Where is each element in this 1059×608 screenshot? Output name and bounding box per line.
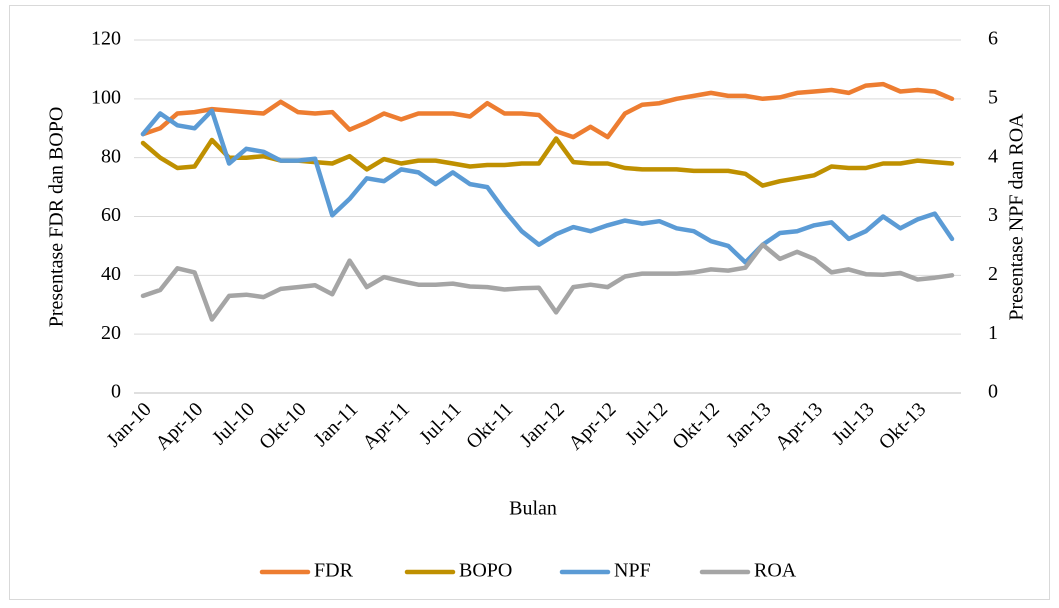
y2-tick-label: 6	[988, 28, 998, 50]
y-tick-label: 80	[101, 145, 121, 167]
y-tick-label: 0	[111, 381, 121, 403]
y-tick-label: 100	[91, 86, 121, 108]
y2-tick-label: 2	[988, 263, 998, 285]
y2-tick-label: 1	[988, 322, 998, 344]
y2-axis-title: Presentase NPF dan ROA	[1006, 113, 1028, 321]
legend-label: BOPO	[459, 560, 512, 582]
y-axis-title: Presentase FDR dan BOPO	[46, 107, 68, 328]
line-series	[140, 108, 955, 265]
y2-tick-label: 0	[988, 381, 998, 403]
y2-tick-label: 4	[988, 145, 998, 167]
y2-tick-label: 5	[988, 86, 998, 108]
y-tick-label: 120	[91, 28, 121, 50]
chart-border	[9, 5, 1050, 600]
y2-tick-label: 3	[988, 204, 998, 226]
y-tick-label: 40	[101, 263, 121, 285]
y-tick-label: 60	[101, 204, 121, 226]
legend-label: ROA	[754, 560, 797, 582]
legend-label: FDR	[314, 560, 354, 582]
line-series	[140, 81, 955, 140]
x-axis-title: Bulan	[509, 498, 557, 520]
y-tick-label: 20	[101, 322, 121, 344]
line-series	[140, 242, 955, 322]
legend-label: NPF	[614, 560, 651, 582]
